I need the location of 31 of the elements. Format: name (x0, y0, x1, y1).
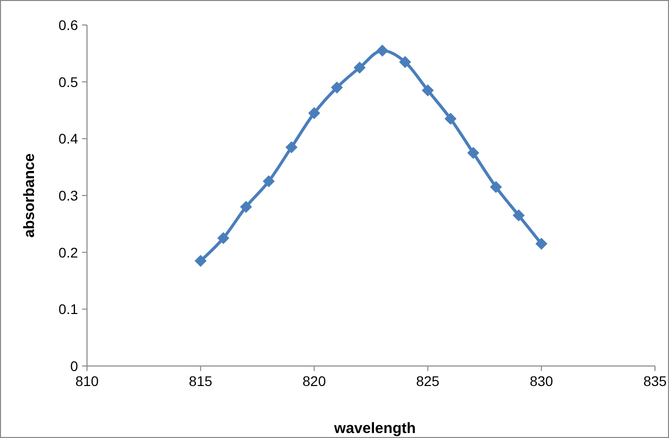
x-tick-label: 820 (302, 373, 326, 389)
y-tick-label: 0.2 (58, 244, 78, 260)
point (512, 209, 525, 222)
point (240, 200, 252, 213)
y-tick-label: 0.6 (58, 17, 78, 33)
point (535, 238, 548, 250)
y-tick-label: 0.3 (58, 188, 78, 204)
y-tick-label: 0.4 (58, 130, 78, 147)
point (217, 232, 230, 244)
point (330, 82, 343, 94)
x-tick-label: 810 (75, 373, 99, 389)
point (376, 44, 388, 57)
x-axis-title: wavelength (333, 420, 416, 437)
y-tick-label: 0.1 (58, 301, 78, 318)
point (399, 56, 412, 68)
point (354, 62, 366, 74)
point (285, 141, 298, 154)
y-tick-label: 0 (70, 358, 78, 374)
x-tick-label: 825 (416, 373, 440, 389)
y-axis-title: absorbance (21, 153, 38, 238)
point (194, 254, 207, 267)
point (467, 146, 480, 159)
point (444, 112, 457, 125)
point (422, 84, 434, 96)
y-tick-label: 0.5 (58, 74, 78, 90)
point (490, 180, 502, 193)
point (262, 175, 275, 188)
x-tick-label: 830 (530, 373, 554, 389)
x-tick-label: 835 (643, 373, 667, 389)
point (308, 107, 320, 120)
x-tick-label: 815 (188, 373, 212, 389)
